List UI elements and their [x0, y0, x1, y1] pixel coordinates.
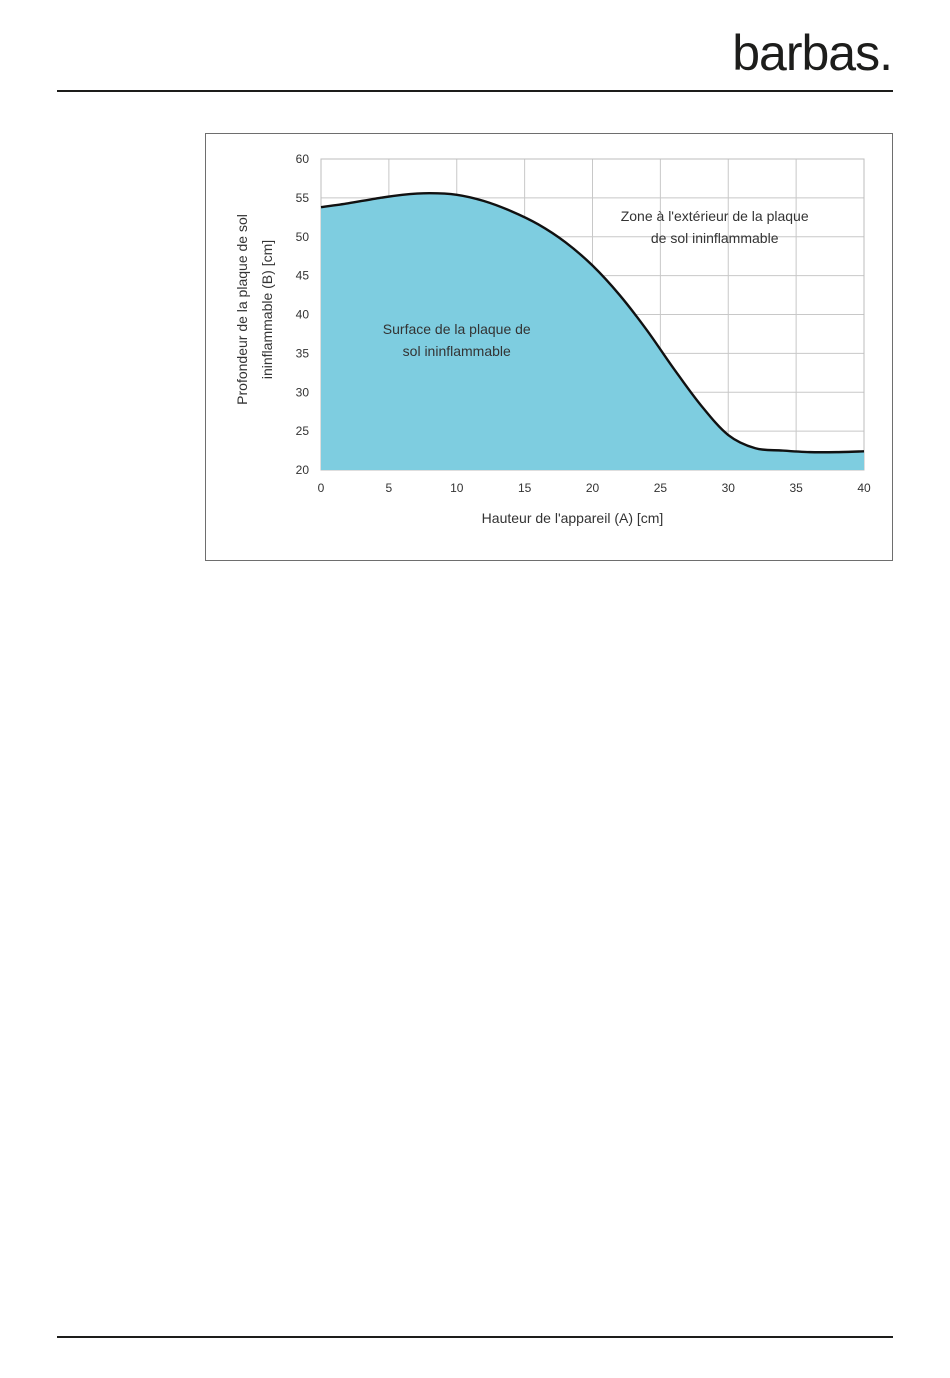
y-tick-label: 25	[296, 424, 310, 438]
area-fill	[321, 193, 864, 470]
y-tick-label: 60	[296, 152, 310, 166]
y-axis-title-line: Profondeur de la plaque de sol	[234, 214, 250, 405]
y-axis-title: Profondeur de la plaque de sol ininflamma…	[234, 214, 275, 405]
y-axis-title-line: ininflammable (B) [cm]	[259, 240, 275, 379]
x-tick-label: 15	[518, 481, 532, 495]
annotation-text: de sol ininflammable	[651, 230, 779, 246]
y-tick-label: 55	[296, 191, 310, 205]
x-axis-title: Hauteur de l'appareil (A) [cm]	[482, 510, 664, 526]
x-tick-label: 40	[857, 481, 871, 495]
x-tick-label: 35	[789, 481, 803, 495]
curve-line	[320, 192, 865, 454]
y-tick-label: 20	[296, 463, 310, 477]
y-ticks: 20 25 30 35 40 45 50 55 60	[296, 152, 310, 477]
x-tick-label: 5	[386, 481, 393, 495]
annotation-text: Zone à l'extérieur de la plaque	[621, 208, 809, 224]
y-tick-label: 50	[296, 230, 310, 244]
y-tick-label: 30	[296, 385, 310, 399]
y-tick-label: 40	[296, 308, 310, 322]
x-ticks: 0 5 10 15 20 25 30 35 40	[318, 481, 871, 495]
x-tick-label: 10	[450, 481, 464, 495]
annotations: Zone à l'extérieur de la plaque de sol in…	[383, 208, 809, 359]
annotation-text: Surface de la plaque de	[383, 321, 531, 337]
y-tick-label: 45	[296, 269, 310, 283]
brand-logo: barbas.	[732, 25, 893, 81]
chart-frame: 20 25 30 35 40 45 50 55 60 0 5 10 15 20 25 30 35 40 Haut…	[205, 133, 893, 561]
annotation-text: sol ininflammable	[403, 343, 511, 359]
footer-rule	[57, 1336, 893, 1338]
x-tick-label: 20	[586, 481, 600, 495]
x-tick-label: 0	[318, 481, 325, 495]
header-rule	[57, 90, 893, 92]
chart-svg: 20 25 30 35 40 45 50 55 60 0 5 10 15 20 25 30 35 40 Haut…	[234, 152, 871, 526]
y-tick-label: 35	[296, 346, 310, 360]
x-tick-label: 25	[654, 481, 668, 495]
x-tick-label: 30	[722, 481, 736, 495]
